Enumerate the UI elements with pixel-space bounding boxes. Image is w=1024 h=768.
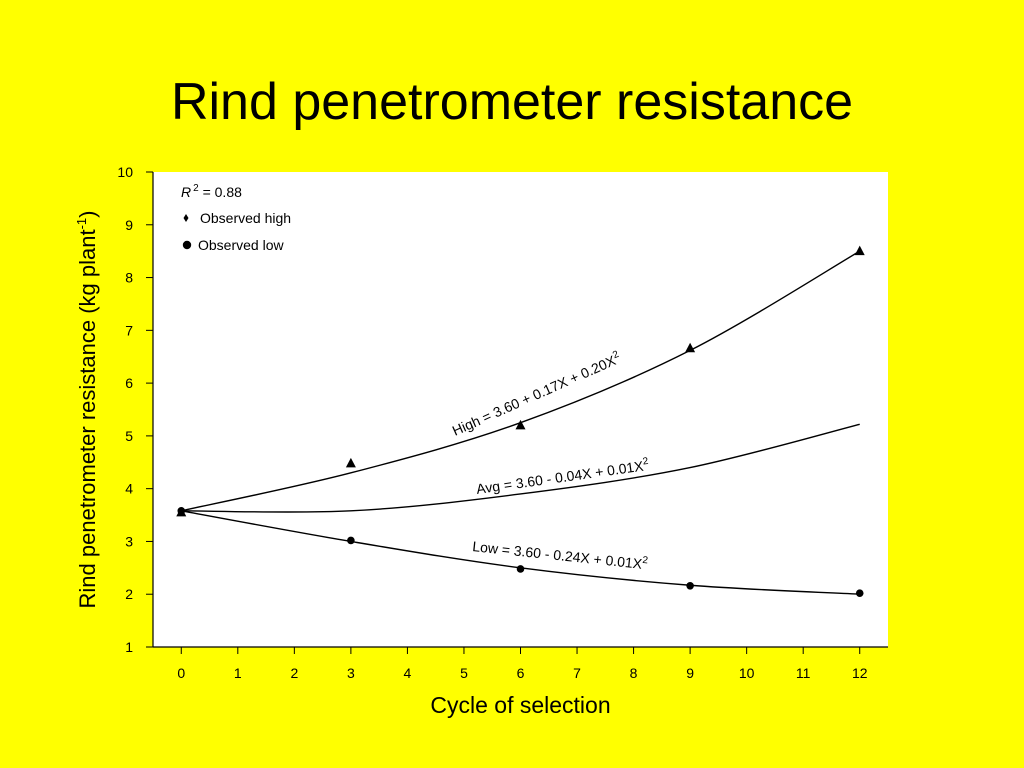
y-axis-title-text: Rind penetrometer resistance (kg plant	[75, 229, 100, 608]
point-high	[515, 419, 526, 430]
y-axis-title: Rind penetrometer resistance (kg plant-1…	[74, 211, 100, 609]
legend-label-low: Observed low	[198, 237, 284, 253]
y-axis-title-tail: )	[75, 211, 100, 218]
x-tick-label: 7	[573, 665, 581, 681]
y-tick-label: 3	[125, 533, 133, 549]
x-tick-label: 0	[177, 665, 185, 681]
x-tick-label: 12	[852, 665, 868, 681]
point-high	[345, 457, 356, 468]
y-tick-label: 9	[125, 217, 133, 233]
y-tick-label: 7	[125, 322, 133, 338]
page-title: Rind penetrometer resistance	[170, 73, 854, 131]
x-tick-label: 3	[347, 665, 355, 681]
x-tick-label: 1	[234, 665, 242, 681]
y-tick-label: 1	[125, 639, 133, 655]
legend-label-high: Observed high	[200, 210, 291, 226]
y-axis-title-superscript: -1	[74, 218, 89, 230]
point-low	[347, 536, 355, 545]
point-low	[177, 507, 186, 515]
y-tick-label: 8	[125, 270, 133, 286]
point-low	[686, 581, 694, 590]
x-tick-label: 8	[630, 665, 638, 681]
legend-diamond-icon	[183, 214, 189, 222]
x-tick-label: 11	[796, 665, 811, 681]
y-tick-label: 6	[125, 375, 133, 391]
point-low	[516, 565, 525, 573]
x-tick-label: 4	[404, 665, 412, 681]
data-points	[176, 245, 865, 597]
fit-curve-avg	[181, 423, 860, 513]
y-tick-label: 5	[125, 428, 133, 444]
x-tick-label: 10	[739, 665, 755, 681]
x-tick-label: 5	[460, 665, 468, 681]
x-tick-label: 9	[686, 665, 694, 681]
point-low	[855, 589, 864, 597]
x-tick-label: 2	[290, 665, 298, 681]
x-tick-label: 6	[517, 665, 525, 681]
x-axis-title: Cycle of selection	[430, 692, 610, 718]
y-tick-label: 4	[125, 481, 133, 497]
point-high	[685, 342, 696, 353]
point-high	[854, 245, 865, 256]
y-tick-label: 2	[125, 586, 133, 602]
legend-circle-icon	[182, 240, 192, 250]
y-tick-label: 10	[117, 164, 133, 180]
